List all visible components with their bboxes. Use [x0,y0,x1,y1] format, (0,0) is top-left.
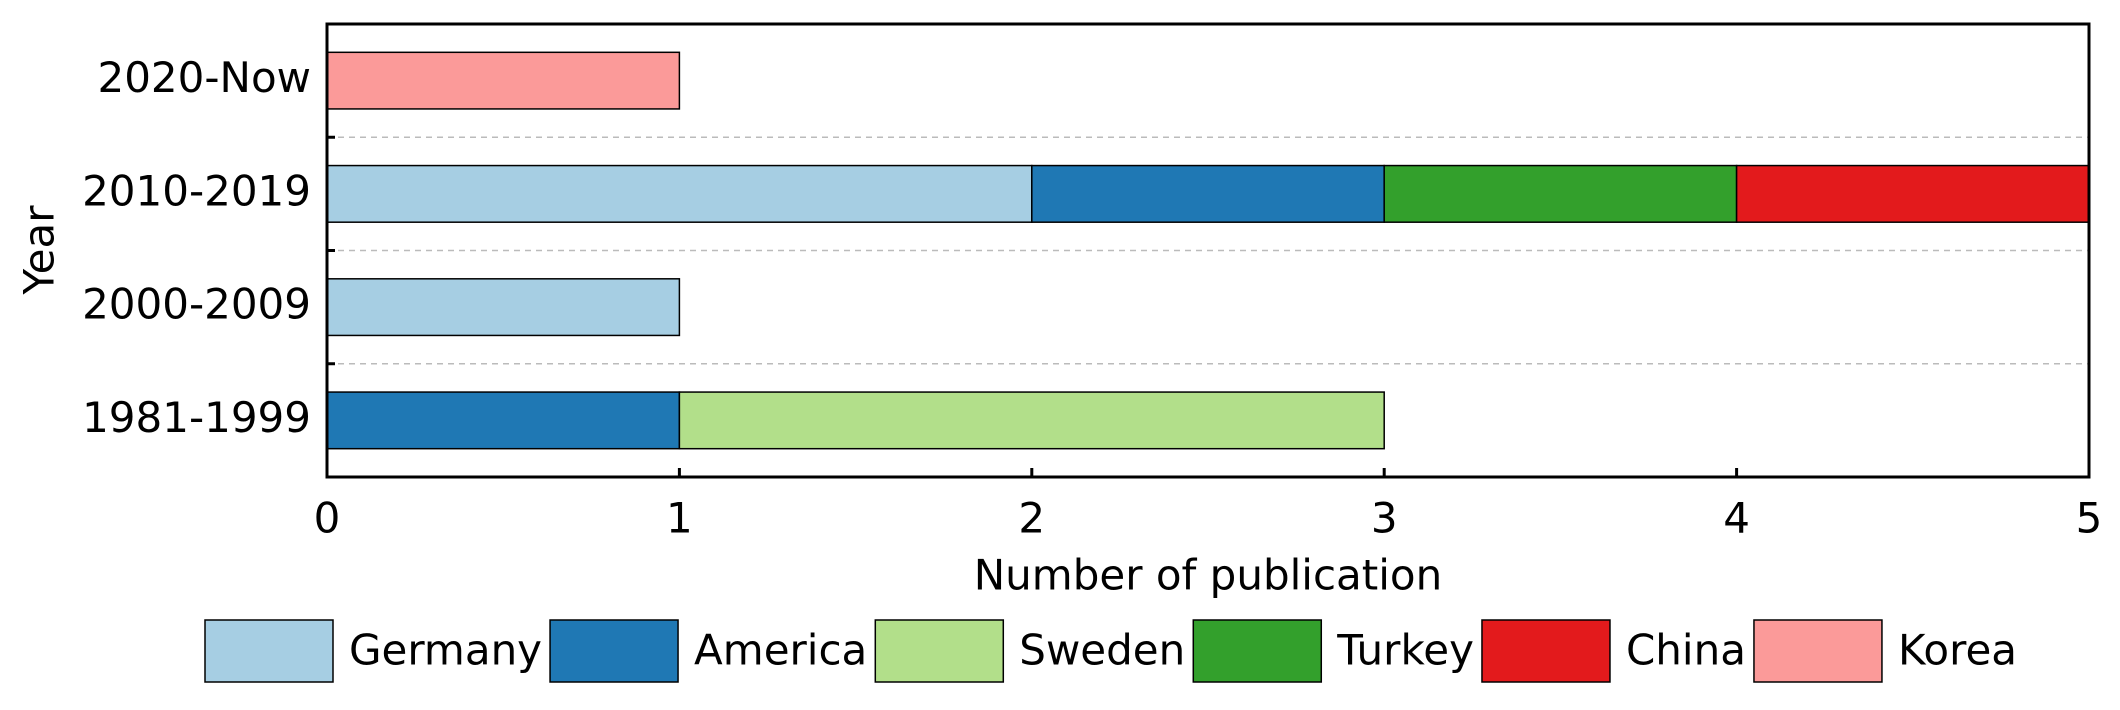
legend-label: Turkey [1336,626,1474,675]
y-tick-label: 1981-1999 [82,393,311,442]
x-tick-label: 5 [2076,494,2103,543]
y-tick-label: 2010-2019 [82,166,311,215]
x-tick-label: 4 [1723,494,1750,543]
legend-swatch [549,619,679,683]
y-axis-title: Year [15,205,64,296]
legend-label: Korea [1898,626,2017,675]
bar-segment [326,278,681,337]
legend-label: Germany [349,626,542,675]
legend-label: China [1626,626,1746,675]
legend-swatch [1753,619,1883,683]
legend-swatch [1481,619,1611,683]
legend-swatch [874,619,1005,683]
bar-segment [326,164,1033,223]
y-tick-label: 2000-2009 [82,280,311,329]
plot-frame [325,22,2091,479]
x-tick-label: 0 [314,494,341,543]
bar-segment [326,391,681,450]
x-axis-title: Number of publication [974,551,1442,600]
bar-segment [1735,164,2090,223]
x-tick-label: 3 [1371,494,1398,543]
legend-swatch [1192,619,1323,683]
legend-swatch [204,619,334,683]
x-tick-label: 2 [1018,494,1045,543]
bar-segment [1031,164,1385,223]
bar-segment [678,391,1385,450]
y-tick-label: 2020-Now [97,53,311,102]
legend-label: America [694,626,867,675]
bar-segment [1383,164,1738,223]
x-tick-label: 1 [666,494,693,543]
bar-segment [326,51,681,110]
legend-label: Sweden [1019,626,1185,675]
